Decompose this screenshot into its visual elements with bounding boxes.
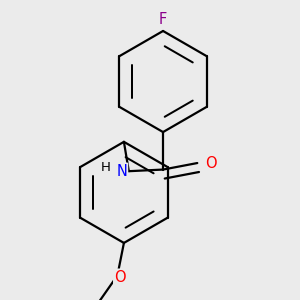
Text: O: O (205, 155, 217, 170)
Text: H: H (101, 161, 111, 174)
Text: N: N (116, 164, 127, 179)
Text: O: O (114, 270, 126, 285)
Text: F: F (159, 12, 167, 27)
